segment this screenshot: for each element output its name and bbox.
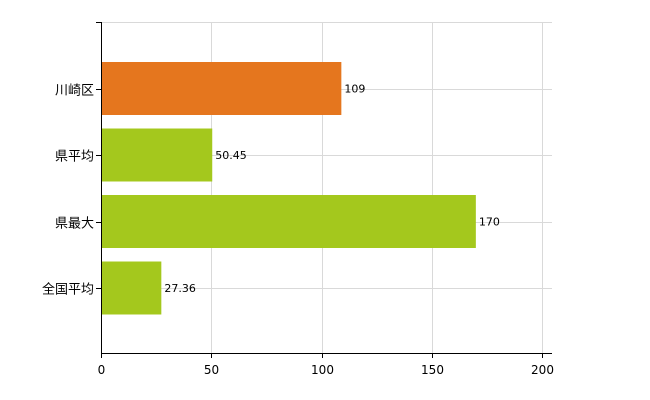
x-tick-label: 200 [531, 363, 554, 377]
category-label: 県平均 [55, 150, 94, 165]
category-label: 全国平均 [42, 282, 94, 298]
x-tick-label: 50 [204, 363, 219, 377]
axis-layer [96, 22, 552, 358]
bar [102, 128, 213, 182]
bar-layer [102, 62, 476, 315]
data-label: 27.36 [164, 282, 196, 295]
data-label: 109 [344, 83, 365, 96]
bar [102, 195, 476, 248]
bar [102, 261, 162, 315]
x-tick-label: 150 [421, 363, 444, 377]
category-label: 県最大 [55, 217, 94, 232]
x-tick-label: 0 [98, 363, 106, 377]
category-label: 川崎区 [55, 84, 94, 99]
x-tick-label: 100 [311, 363, 334, 377]
bar [102, 62, 342, 115]
data-label: 50.45 [215, 149, 247, 162]
data-label: 170 [479, 216, 500, 229]
